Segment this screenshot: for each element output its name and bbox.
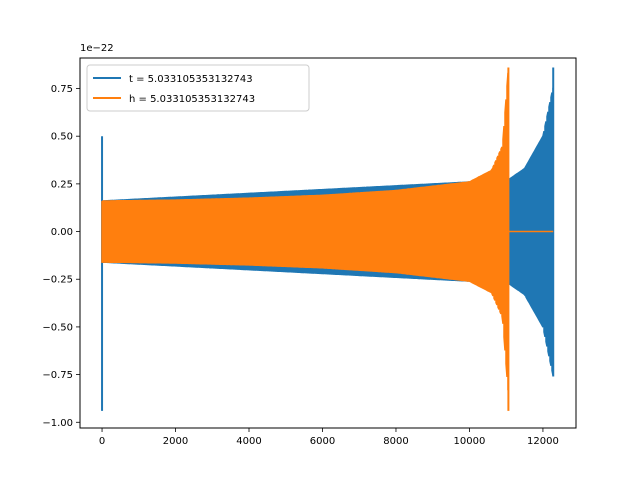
x-tick-label: 2000 — [163, 436, 188, 447]
y-tick-label: 0.00 — [51, 227, 73, 238]
x-tick-label: 6000 — [310, 436, 335, 447]
y-tick-label: −0.75 — [42, 370, 73, 381]
series-2 — [101, 67, 554, 411]
legend-label-1: t = 5.033105353132743 — [129, 74, 253, 85]
legend-label-2: h = 5.033105353132743 — [129, 94, 255, 105]
plot-area — [101, 67, 555, 411]
x-tick-label: 12000 — [527, 436, 559, 447]
axes-frame — [79, 57, 577, 429]
x-tick-label: 0 — [99, 436, 105, 447]
y-offset-label: 1e−22 — [80, 43, 114, 54]
legend-box — [86, 64, 310, 112]
x-tick-label: 8000 — [383, 436, 408, 447]
y-tick-label: 0.50 — [51, 132, 73, 143]
x-axis: 0 2000 4000 6000 8000 10000 12000 — [99, 428, 559, 447]
x-tick-label: 10000 — [454, 436, 486, 447]
y-tick-label: −0.25 — [42, 275, 73, 286]
y-tick-label: 0.75 — [51, 84, 73, 95]
legend: t = 5.033105353132743 h = 5.0331053531327… — [86, 64, 310, 112]
x-tick-label: 4000 — [236, 436, 261, 447]
y-tick-label: 0.25 — [51, 179, 73, 190]
y-axis: −1.00 −0.75 −0.50 −0.25 0.00 0.25 0.50 0.75 — [42, 84, 80, 429]
y-tick-label: −1.00 — [42, 418, 73, 429]
series-2-oscillation — [101, 72, 509, 391]
y-tick-label: −0.50 — [42, 322, 73, 333]
